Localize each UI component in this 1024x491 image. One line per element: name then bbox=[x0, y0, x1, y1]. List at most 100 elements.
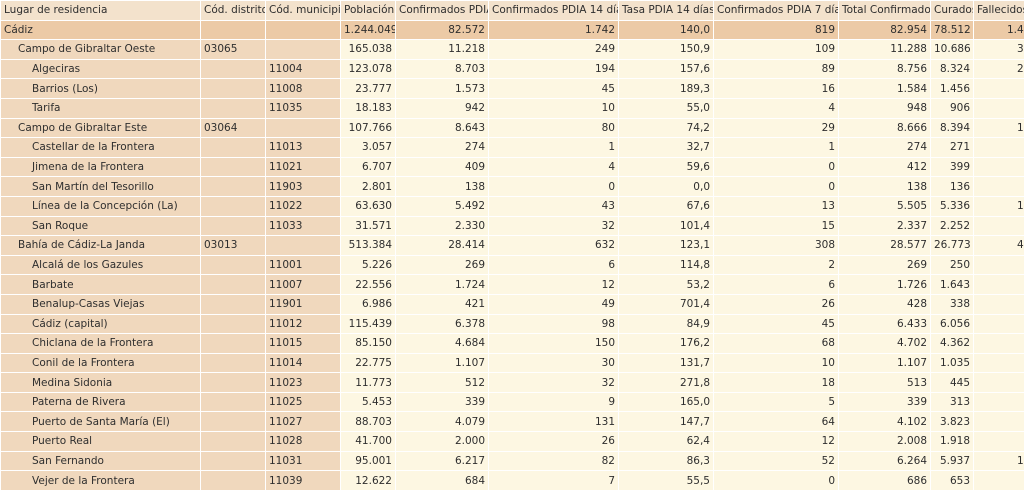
value-cell: 12 bbox=[488, 274, 619, 295]
value-cell: 84,9 bbox=[618, 313, 714, 335]
table-row: San Fernando 11031 95.001 6.217 82 86,3 52 6.26… bbox=[0, 450, 1024, 472]
table-row: Vejer de la Frontera 11039 12.622 684 7 55,5 0… bbox=[0, 470, 1024, 491]
column-header[interactable]: Total Confirmados bbox=[838, 0, 931, 21]
value-cell: 339 bbox=[838, 391, 931, 413]
value-cell: 445 bbox=[930, 372, 974, 393]
value-cell: 338 bbox=[930, 293, 974, 315]
value-cell: 5.937 bbox=[930, 450, 974, 472]
value-cell: 11.288 bbox=[838, 39, 931, 60]
table-row: Conil de la Frontera 11014 22.775 1.107 30 13… bbox=[0, 352, 1024, 374]
value-cell: 3.057 bbox=[340, 137, 396, 158]
value-cell: 92 bbox=[973, 313, 1024, 335]
code-cell: 11023 bbox=[265, 372, 341, 393]
value-cell: 513.384 bbox=[340, 235, 396, 256]
place-name: Campo de Gibraltar Este bbox=[0, 117, 201, 139]
code-cell: 11004 bbox=[265, 58, 341, 80]
code-cell: 11027 bbox=[265, 411, 341, 433]
table-row: Barbate 11007 22.556 1.724 12 53,2 6 1.726 1.643… bbox=[0, 274, 1024, 295]
value-cell: 26 bbox=[713, 293, 839, 315]
value-cell: 5.492 bbox=[395, 195, 489, 217]
value-cell: 701,4 bbox=[618, 293, 714, 315]
code-cell: 11014 bbox=[265, 352, 341, 374]
value-cell: 333 bbox=[973, 39, 1024, 60]
code-cell bbox=[200, 156, 266, 178]
code-cell: 11033 bbox=[265, 215, 341, 237]
column-header[interactable]: Confirmados PDIA bbox=[395, 0, 489, 21]
code-cell bbox=[200, 333, 266, 354]
value-cell: 10 bbox=[488, 97, 619, 119]
code-cell: 11022 bbox=[265, 195, 341, 217]
value-cell: 131,7 bbox=[618, 352, 714, 374]
value-cell: 1.726 bbox=[838, 274, 931, 295]
value-cell: 6.707 bbox=[340, 156, 396, 178]
column-header[interactable]: Curados bbox=[930, 0, 974, 21]
value-cell: 4.362 bbox=[930, 333, 974, 354]
table-row: Cádiz (capital) 11012 115.439 6.378 98 84,9 45… bbox=[0, 313, 1024, 335]
column-header[interactable]: Cód. distrito bbox=[200, 0, 266, 21]
value-cell: 131 bbox=[488, 411, 619, 433]
place-name: Cádiz bbox=[0, 19, 201, 41]
value-cell: 1.244.049 bbox=[340, 19, 396, 41]
code-cell: 11013 bbox=[265, 137, 341, 158]
value-cell: 101,4 bbox=[618, 215, 714, 237]
value-cell: 686 bbox=[838, 470, 931, 491]
value-cell: 9 bbox=[973, 156, 1024, 178]
value-cell: 107.766 bbox=[340, 117, 396, 139]
value-cell: 227 bbox=[973, 58, 1024, 80]
value-cell: 52 bbox=[713, 450, 839, 472]
value-cell: 28.414 bbox=[395, 235, 489, 256]
place-name: San Martín del Tesorillo bbox=[0, 176, 201, 197]
code-cell: 03064 bbox=[200, 117, 266, 139]
value-cell: 274 bbox=[395, 137, 489, 158]
value-cell: 6 bbox=[973, 293, 1024, 315]
place-name: Jimena de la Frontera bbox=[0, 156, 201, 178]
table-row: Alcalá de los Gazules 11001 5.226 269 6 114,8… bbox=[0, 254, 1024, 276]
value-cell: 138 bbox=[395, 176, 489, 197]
table-row: Castellar de la Frontera 11013 3.057 274 1 32… bbox=[0, 137, 1024, 158]
value-cell: 157,6 bbox=[618, 58, 714, 80]
value-cell: 22.775 bbox=[340, 352, 396, 374]
value-cell: 115.439 bbox=[340, 313, 396, 335]
value-cell: 165,0 bbox=[618, 391, 714, 413]
value-cell: 41.700 bbox=[340, 431, 396, 452]
value-cell: 5.453 bbox=[340, 391, 396, 413]
value-cell: 8.643 bbox=[395, 117, 489, 139]
value-cell: 684 bbox=[395, 470, 489, 491]
value-cell: 8.666 bbox=[838, 117, 931, 139]
code-cell bbox=[200, 411, 266, 433]
code-cell bbox=[200, 313, 266, 335]
code-cell bbox=[200, 97, 266, 119]
place-name: Medina Sidonia bbox=[0, 372, 201, 393]
value-cell: 168 bbox=[973, 117, 1024, 139]
column-header[interactable]: Población bbox=[340, 0, 396, 21]
value-cell: 6.378 bbox=[395, 313, 489, 335]
column-header[interactable]: Cód. municipio bbox=[265, 0, 341, 21]
column-header[interactable]: Lugar de residencia bbox=[0, 0, 201, 21]
value-cell: 68 bbox=[713, 333, 839, 354]
code-cell bbox=[200, 470, 266, 491]
place-name: San Fernando bbox=[0, 450, 201, 472]
value-cell: 13 bbox=[713, 195, 839, 217]
column-header[interactable]: Confirmados PDIA 7 días bbox=[713, 0, 839, 21]
column-header[interactable]: Fallecidos bbox=[973, 0, 1024, 21]
value-cell: 74,2 bbox=[618, 117, 714, 139]
value-cell: 8.324 bbox=[930, 58, 974, 80]
value-cell: 6.264 bbox=[838, 450, 931, 472]
value-cell: 4.702 bbox=[838, 333, 931, 354]
value-cell: 27 bbox=[973, 274, 1024, 295]
code-cell bbox=[200, 254, 266, 276]
column-header[interactable]: Tasa PDIA 14 días bbox=[618, 0, 714, 21]
code-cell: 11035 bbox=[265, 97, 341, 119]
value-cell: 7 bbox=[488, 470, 619, 491]
code-cell: 11039 bbox=[265, 470, 341, 491]
code-cell bbox=[200, 215, 266, 237]
code-cell: 11021 bbox=[265, 156, 341, 178]
value-cell: 428 bbox=[838, 293, 931, 315]
code-cell bbox=[200, 78, 266, 99]
value-cell: 6.433 bbox=[838, 313, 931, 335]
place-name: Alcalá de los Gazules bbox=[0, 254, 201, 276]
value-cell: 16 bbox=[713, 78, 839, 99]
column-header[interactable]: Confirmados PDIA 14 días bbox=[488, 0, 619, 21]
value-cell: 10 bbox=[973, 470, 1024, 491]
value-cell: 4.102 bbox=[838, 411, 931, 433]
